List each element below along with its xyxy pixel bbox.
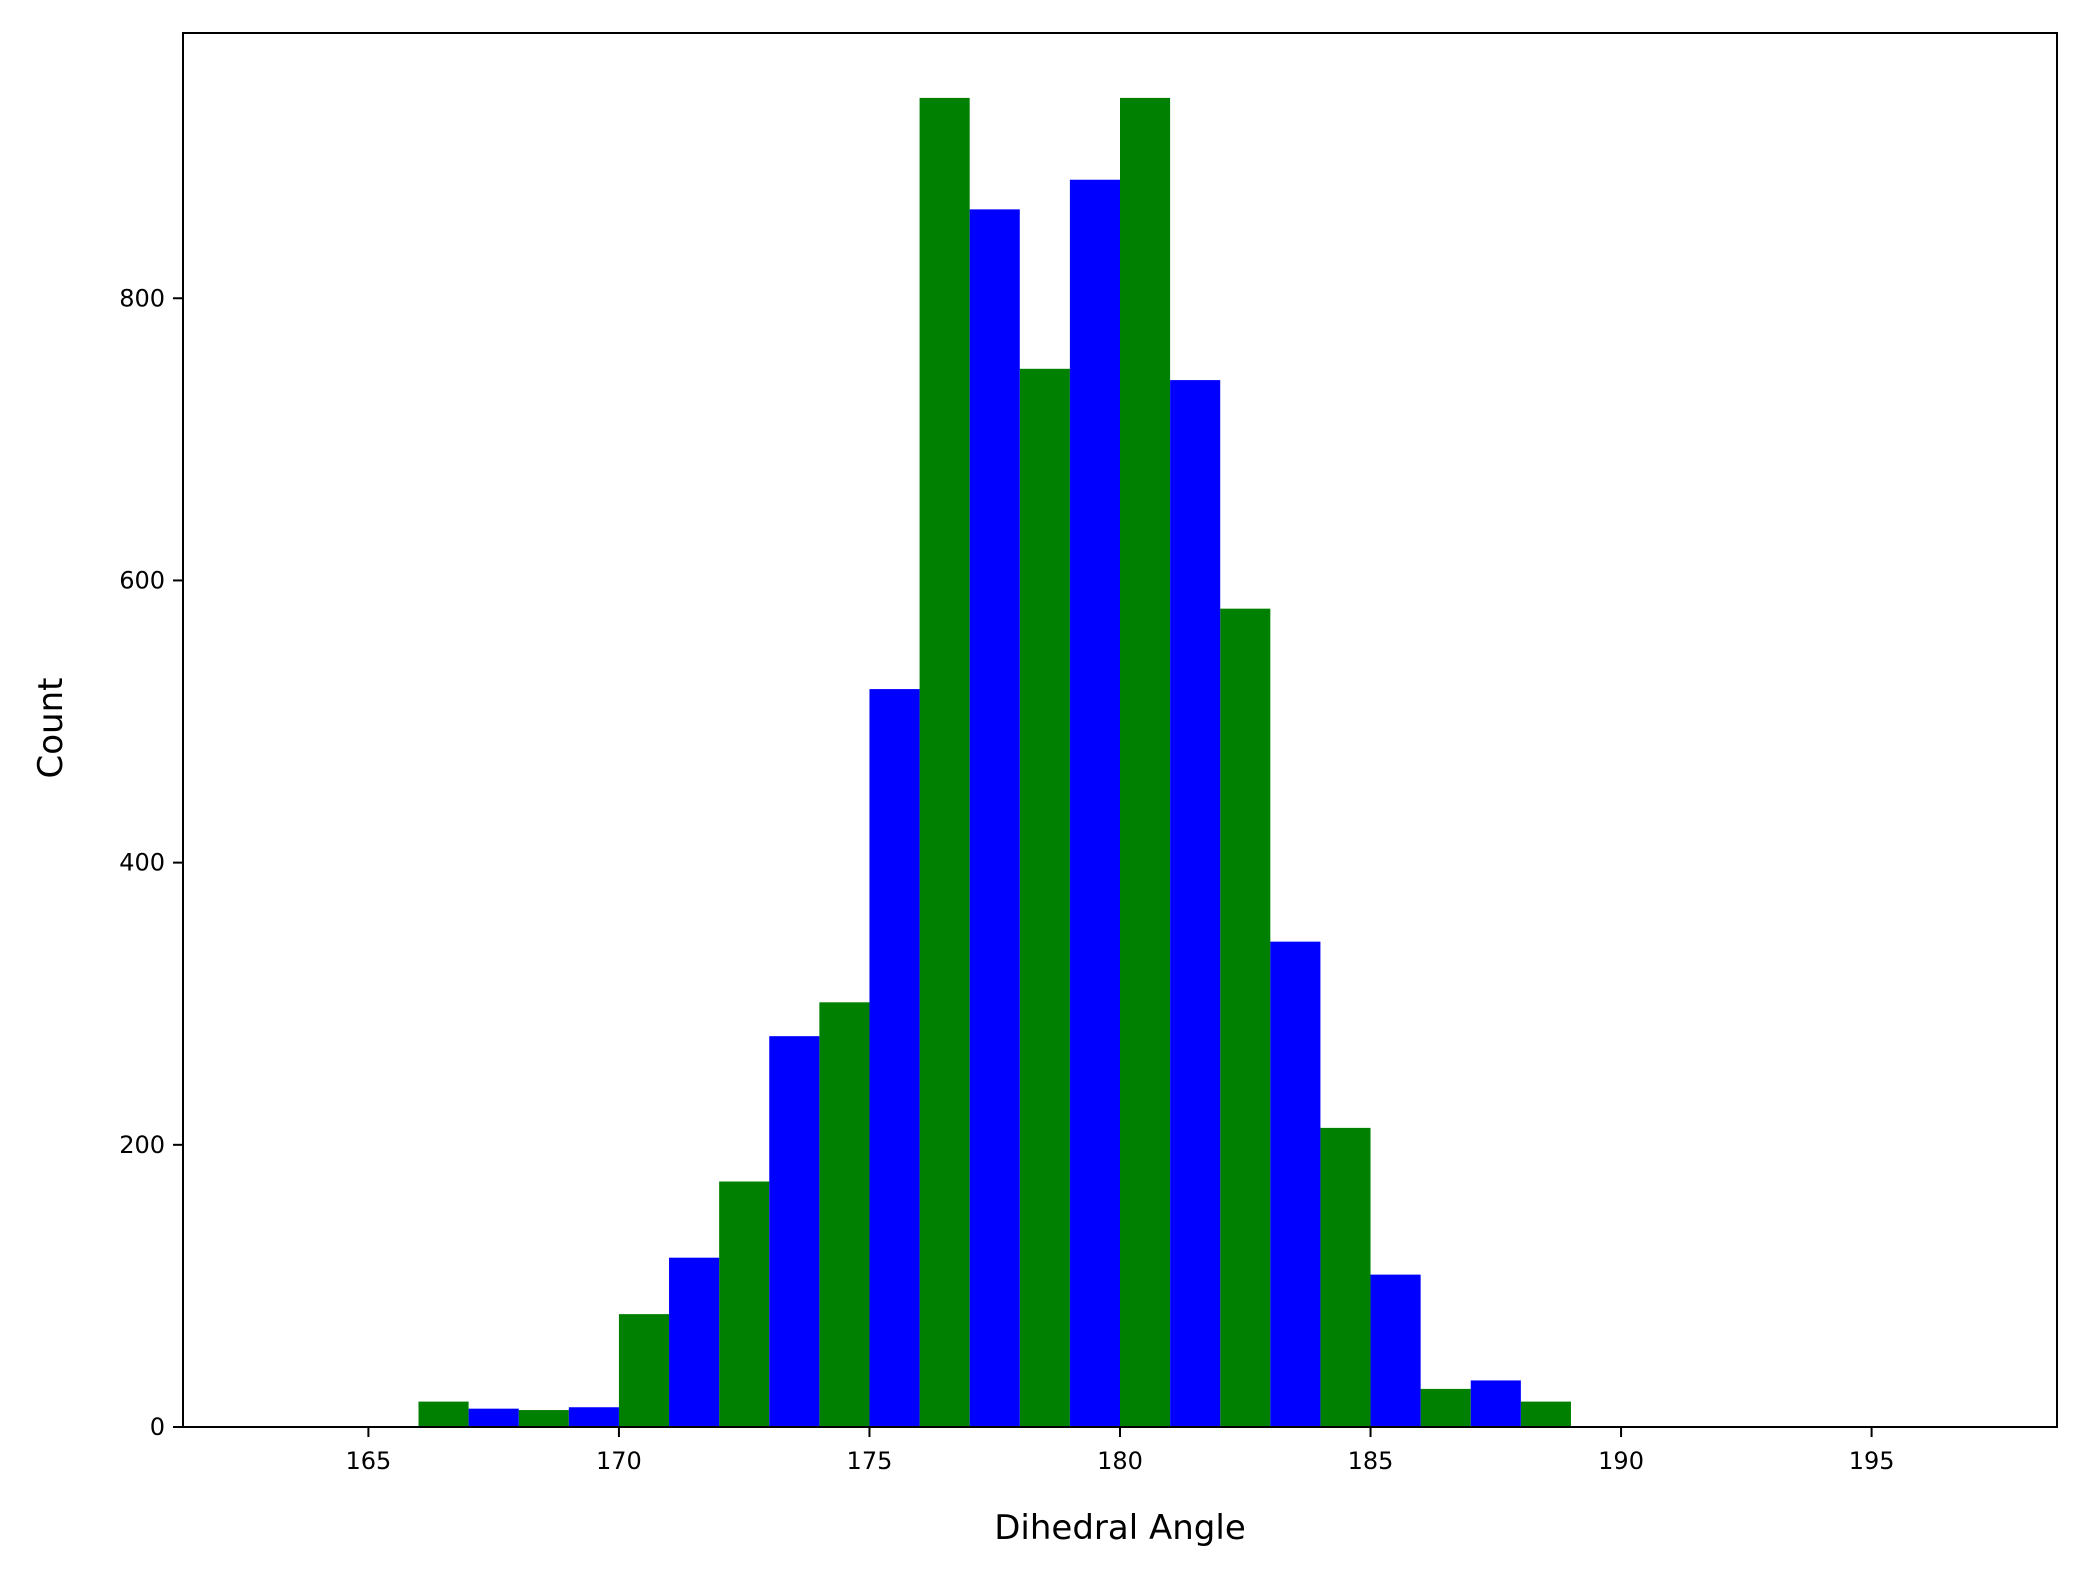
x-tick-label: 180 <box>1097 1447 1143 1475</box>
y-axis-ticks: 0 200 400 600 800 <box>119 284 183 1441</box>
histogram-bar <box>769 1036 820 1427</box>
histogram-bar <box>518 1410 569 1427</box>
histogram-bar <box>1220 608 1271 1427</box>
histogram-bar <box>669 1257 720 1427</box>
x-axis-label: Dihedral Angle <box>994 1508 1246 1548</box>
histogram-bar <box>1170 380 1221 1427</box>
x-tick-label: 185 <box>1348 1447 1394 1475</box>
histogram-bar <box>1069 179 1120 1428</box>
x-tick-label: 190 <box>1598 1447 1644 1475</box>
histogram-bar <box>1370 1274 1421 1427</box>
x-tick-label: 175 <box>847 1447 893 1475</box>
histogram-bar <box>1320 1127 1371 1427</box>
histogram-bar <box>919 97 970 1427</box>
histogram-bar <box>418 1401 469 1427</box>
histogram-bar <box>869 689 920 1427</box>
histogram-bar <box>819 1002 870 1427</box>
x-tick-label: 170 <box>596 1447 642 1475</box>
x-axis-ticks: 165 170 175 180 185 190 195 <box>345 1427 1895 1475</box>
histogram-bar <box>1470 1380 1521 1427</box>
y-tick-label: 200 <box>119 1131 165 1159</box>
histogram-bar <box>1120 97 1171 1427</box>
y-tick-label: 600 <box>119 566 165 594</box>
histogram-bars <box>418 97 1571 1428</box>
histogram-bar <box>1420 1388 1471 1427</box>
y-axis-label: Count <box>31 678 71 779</box>
histogram-bar <box>1520 1401 1571 1427</box>
histogram-bar <box>568 1407 619 1427</box>
histogram-bar <box>969 209 1020 1427</box>
histogram-bar <box>1019 368 1070 1427</box>
histogram-bar <box>719 1181 770 1427</box>
x-tick-label: 195 <box>1849 1447 1895 1475</box>
y-tick-label: 400 <box>119 849 165 877</box>
x-tick-label: 165 <box>345 1447 391 1475</box>
y-tick-label: 800 <box>119 284 165 312</box>
histogram-bar <box>618 1314 670 1427</box>
histogram-bar <box>1270 941 1321 1427</box>
y-tick-label: 0 <box>150 1413 165 1441</box>
histogram-bar <box>468 1408 519 1427</box>
